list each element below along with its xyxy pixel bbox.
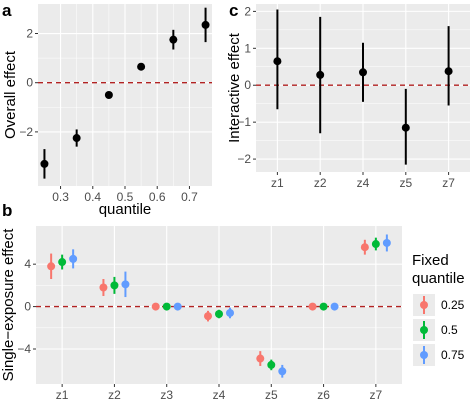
panel-c-x-tick-label: z2 (314, 176, 327, 190)
panel-b-series-0.5-point (110, 281, 119, 290)
panel-a-point (137, 62, 146, 71)
panel-c-y-tick-label: 0 (244, 78, 251, 92)
legend-title-line1: Fixed (412, 252, 449, 269)
panel-a-x-axis-title: quantile (99, 201, 152, 218)
panel-b-y-tick-label: −4 (17, 342, 31, 356)
legend-key-point-0.25 (420, 301, 428, 309)
panel-a-point (169, 35, 178, 44)
panel-b-series-0.75-point (226, 308, 234, 317)
panel-a-point (72, 134, 81, 143)
panel-b-series-0.25-point (47, 262, 56, 271)
panel-b-x-tick-label: z4 (213, 388, 226, 402)
panel-b-x-tick-label: z2 (108, 388, 121, 402)
panel-a-x-tick-label: 0.5 (117, 190, 134, 204)
panel-a: −2 0 2 0.3 0.4 0.5 0.6 0.7 quantile Overall eff… (2, 4, 212, 218)
panel-b-series-0.25-point (256, 354, 265, 363)
panel-b-x-tick-label: z6 (317, 388, 330, 402)
panel-a-y-axis-title: Overall effect (2, 50, 19, 139)
panel-b-series-0.25-point (308, 302, 317, 311)
panel-b-series-0.25-point (204, 312, 212, 321)
panel-c: −2 −1 0 1 2 z1 z2 z4 z5 z7 Interactive effect (226, 4, 470, 190)
panel-b-series-0.25-point (151, 302, 160, 311)
panel-b-series-0.75-point (173, 302, 182, 311)
panel-b-series-0.75-point (69, 254, 78, 263)
panel-b-series-0.25-point (360, 243, 369, 252)
panel-b-series-0.5-point (58, 258, 67, 267)
panel-c-y-axis-title: Interactive effect (226, 32, 243, 143)
panel-b-y-tick-label: 4 (24, 257, 31, 271)
panel-c-x-tick-label: z1 (271, 176, 284, 190)
panel-letter-b: b (2, 201, 12, 220)
panel-b-series-0.75-point (278, 367, 287, 376)
panel-b-ticks: −4 0 4 z1 z2 z3 z4 z5 z6 z7 (17, 257, 382, 402)
panel-c-y-tick-label: 2 (244, 4, 251, 18)
panel-b-series-0.5-point (215, 310, 223, 319)
panel-a-x-tick-label: 0.3 (52, 190, 69, 204)
panel-letter-a: a (2, 1, 12, 20)
panel-b-x-tick-label: z1 (56, 388, 69, 402)
legend: Fixed quantile 0.25 0.5 0.75 (412, 252, 465, 366)
panel-a-x-tick-label: 0.6 (149, 190, 166, 204)
legend-label-0.25: 0.25 (441, 298, 465, 312)
panel-b-series-0.75-point (382, 238, 391, 247)
panel-c-point (401, 123, 410, 132)
panel-b-y-axis-title: Single−exposure effect (0, 228, 17, 382)
panel-a-y-tick-label: 0 (26, 76, 33, 90)
panel-c-point (359, 68, 367, 77)
panel-c-ticks: −2 −1 0 1 2 z1 z2 z4 z5 z7 (237, 4, 455, 190)
panel-c-y-tick-label: −2 (237, 152, 251, 166)
legend-title-line2: quantile (412, 270, 465, 287)
panel-a-y-tick-label: −2 (19, 125, 33, 139)
panel-c-point (316, 70, 325, 79)
panel-b-series-0.5-point (319, 302, 328, 311)
legend-items: 0.25 0.5 0.75 (413, 294, 465, 366)
panel-b-x-tick-label: z7 (370, 388, 383, 402)
panel-b-x-tick-label: z3 (160, 388, 173, 402)
panel-a-point (40, 159, 49, 168)
panel-b-y-tick-label: 0 (24, 300, 31, 314)
panel-a-point (201, 20, 210, 29)
panel-a-ticks: −2 0 2 0.3 0.4 0.5 0.6 0.7 (19, 27, 198, 204)
panel-b-series-0.25-point (99, 283, 108, 292)
panel-c-marks (273, 9, 453, 165)
panel-b-series-0.75-point (121, 280, 130, 289)
panel-c-y-tick-label: −1 (237, 115, 251, 129)
panel-letter-c: c (229, 1, 238, 20)
panel-b-series-0.75-point (330, 302, 339, 311)
panel-a-marks (40, 7, 210, 179)
legend-key-point-0.75 (420, 351, 428, 359)
panel-b-marks (47, 234, 391, 378)
panel-b-x-tick-label: z5 (265, 388, 278, 402)
panel-b: −4 0 4 z1 z2 z3 z4 z5 z6 z7 Single−exposure effec… (0, 226, 402, 402)
panel-b-series-0.5-point (162, 302, 171, 311)
legend-label-0.75: 0.75 (441, 348, 465, 362)
legend-label-0.5: 0.5 (441, 323, 458, 337)
panel-a-y-tick-label: 2 (26, 27, 33, 41)
panel-a-point (104, 91, 113, 99)
panel-c-y-tick-label: 1 (244, 41, 251, 55)
panel-a-x-tick-label: 0.4 (84, 190, 101, 204)
panel-c-point (273, 57, 282, 66)
panel-a-x-tick-label: 0.7 (181, 190, 198, 204)
legend-key-point-0.5 (420, 326, 428, 334)
panel-c-x-tick-label: z5 (399, 176, 412, 190)
panel-c-point (444, 67, 453, 76)
panel-b-series-0.5-point (371, 240, 380, 249)
panel-c-x-tick-label: z7 (442, 176, 455, 190)
panel-c-x-tick-label: z4 (357, 176, 370, 190)
panel-b-series-0.5-point (267, 360, 276, 369)
